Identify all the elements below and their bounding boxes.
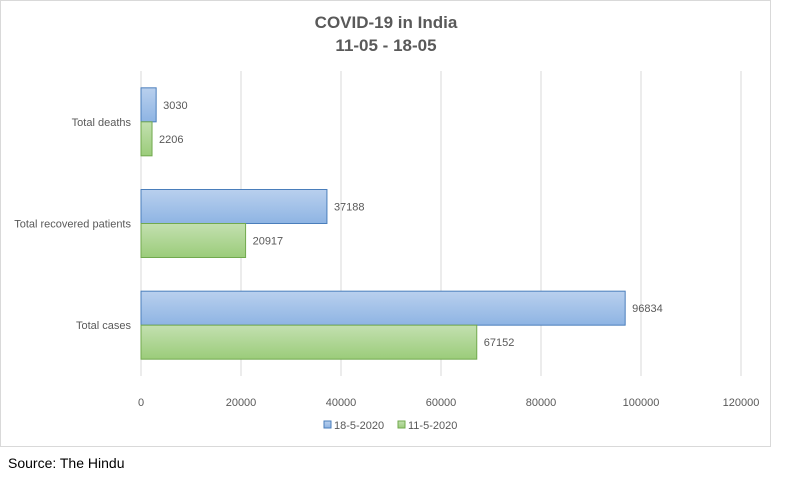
gridlines [140,71,742,376]
chart-subtitle: 11-05 - 18-05 [335,36,436,55]
bar-18-5-2020 [140,87,157,123]
x-tick-label: 60000 [426,397,457,409]
data-label: 67152 [484,337,515,349]
x-tick-label: 40000 [326,397,357,409]
bar-11-5-2020 [140,223,247,258]
data-label: 20917 [253,236,284,248]
bar-11-5-2020 [140,121,153,157]
data-label: 3030 [163,100,187,112]
data-label: 96834 [632,303,663,315]
data-label: 37188 [334,202,365,214]
category-label: Total cases [76,320,132,332]
legend-swatch [397,420,406,429]
source-note: Source: The Hindu [8,455,125,471]
bar-chart: COVID-19 in India 11-05 - 18-05 0 20000 40… [14,13,759,432]
legend: 18-5-2020 11-5-2020 [323,420,457,432]
bar-18-5-2020 [140,290,626,326]
legend-label: 18-5-2020 [334,420,384,432]
x-tick-label: 120000 [723,397,760,409]
category-label: Total recovered patients [14,219,131,231]
chart-frame: COVID-19 in India 11-05 - 18-05 0 20000 40… [0,0,771,447]
x-tick-label: 20000 [226,397,257,409]
legend-label: 11-5-2020 [408,420,457,432]
x-tick-label: 80000 [526,397,557,409]
labels: 0 20000 40000 60000 80000 100000 120000 Total d… [14,100,759,409]
data-label: 2206 [159,134,183,146]
chart-title: COVID-19 in India [315,13,458,32]
bar-11-5-2020 [140,324,478,360]
bar-18-5-2020 [140,189,328,224]
legend-swatch [323,420,332,429]
category-label: Total deaths [72,117,132,129]
bars [140,87,626,360]
x-tick-label: 0 [138,397,144,409]
x-tick-label: 100000 [623,397,660,409]
